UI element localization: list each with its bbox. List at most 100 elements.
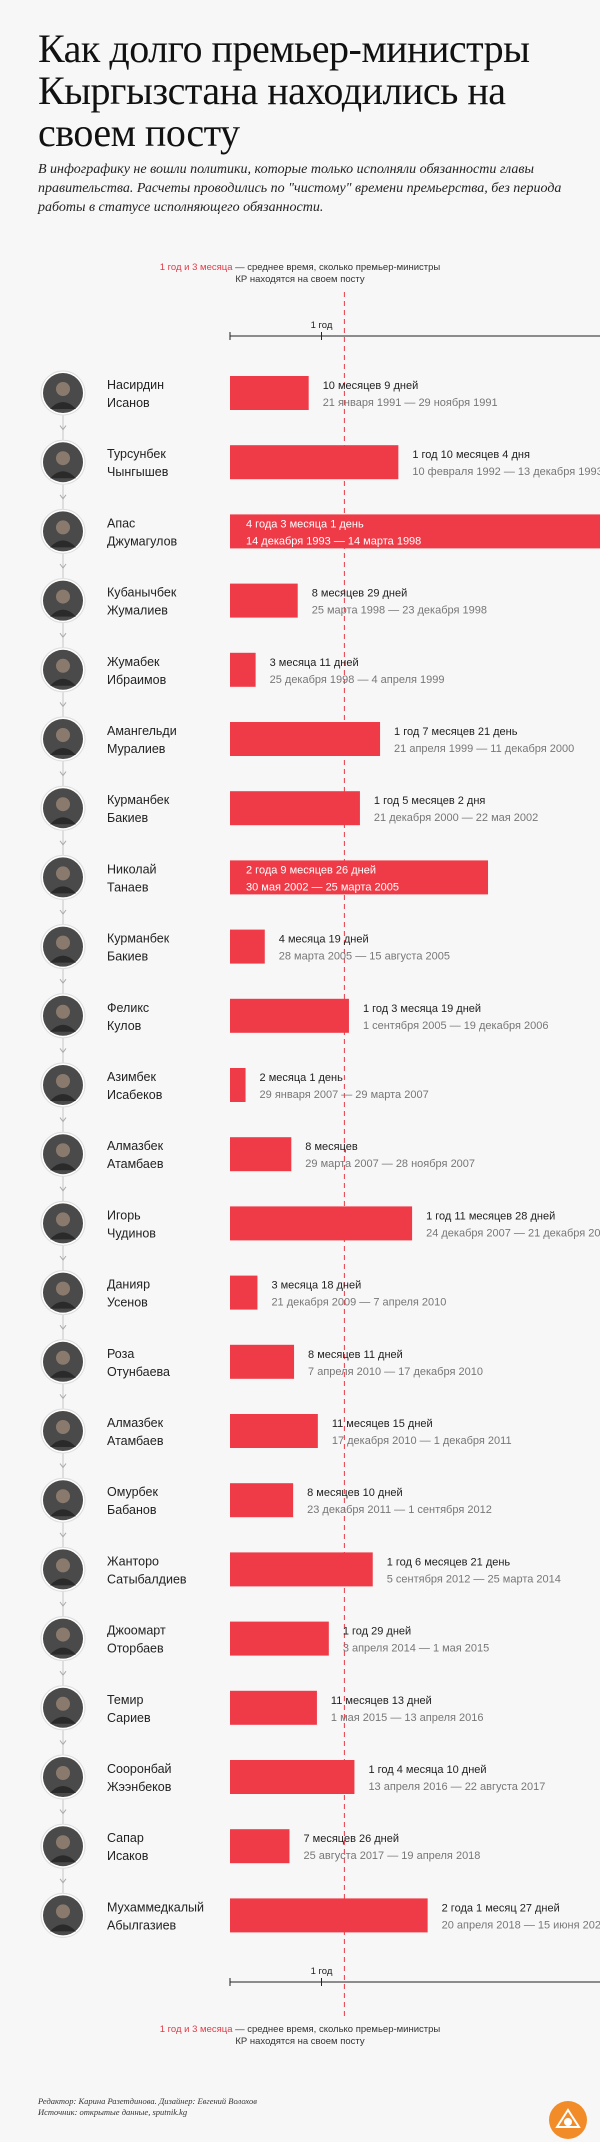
- pm-first-name: Апас: [107, 516, 135, 530]
- duration-bar: [230, 1829, 290, 1864]
- avatar-face-icon: [56, 1696, 70, 1711]
- pm-last-name: Чынгышев: [107, 465, 169, 479]
- pm-last-name: Оторбаев: [107, 1642, 164, 1656]
- arrow-down-icon: [59, 563, 67, 569]
- pm-first-name: Амангельди: [107, 724, 177, 738]
- dates-label: 21 декабря 2009 — 7 апреля 2010: [271, 1297, 446, 1309]
- average-note-text: — среднее время, сколько премьер-министр…: [232, 262, 441, 273]
- average-note-bottom: 1 год и 3 месяца — среднее время, скольк…: [0, 2024, 600, 2048]
- duration-label: 7 месяцев 26 дней: [303, 1833, 399, 1845]
- avatar-face-icon: [56, 1489, 70, 1504]
- pm-last-name: Бакиев: [107, 950, 149, 964]
- pm-last-name: Атамбаев: [107, 1157, 164, 1171]
- duration-bar: [230, 583, 298, 618]
- credits-editor: Редактор: Карина Разетдинова. Дизайнер: …: [38, 2096, 257, 2106]
- arrow-down-icon: [59, 1324, 67, 1331]
- duration-label: 8 месяцев 10 дней: [307, 1487, 403, 1499]
- duration-label: 1 год 4 месяца 10 дней: [368, 1764, 486, 1776]
- arrow-down-icon: [59, 1117, 67, 1123]
- avatar-body-icon: [50, 1786, 76, 1793]
- credits: Редактор: Карина Разетдинова. Дизайнер: …: [38, 2096, 257, 2118]
- duration-label: 3 месяца 18 дней: [271, 1280, 361, 1292]
- avatar-face-icon: [56, 797, 70, 812]
- tick-label-top: 1 год: [311, 320, 333, 331]
- pm-first-name: Жумабек: [107, 655, 160, 669]
- avatar-face-icon: [56, 728, 70, 742]
- duration-label: 1 год 11 месяцев 28 дней: [426, 1210, 555, 1222]
- avatar-body-icon: [50, 678, 76, 686]
- avatar-face-icon: [56, 1074, 70, 1088]
- avatar-face-icon: [56, 866, 70, 881]
- duration-bar: [230, 929, 265, 964]
- pm-first-name: Роза: [107, 1347, 134, 1361]
- dates-label: 24 декабря 2007 — 21 декабря 2009: [426, 1227, 600, 1239]
- pm-last-name: Танаев: [107, 880, 149, 894]
- arrow-down-icon: [59, 702, 67, 708]
- arrow-down-icon: [59, 632, 67, 639]
- duration-bar: [230, 1898, 428, 1933]
- avatar-body-icon: [50, 1024, 76, 1032]
- pm-last-name: Сатыбалдиев: [107, 1572, 187, 1586]
- dates-label: 29 марта 2007 — 28 ноября 2007: [305, 1158, 475, 1170]
- arrow-down-icon: [59, 1878, 67, 1884]
- avatar-face-icon: [56, 1004, 70, 1019]
- arrow-down-icon: [59, 425, 67, 431]
- tick-label-bottom: 1 год: [311, 1966, 333, 1977]
- avatar-face-icon: [56, 1904, 70, 1919]
- duration-bar: [230, 998, 349, 1033]
- dates-label: 13 апреля 2016 — 22 августа 2017: [368, 1781, 545, 1793]
- duration-label: 1 год 7 месяцев 21 день: [394, 726, 518, 738]
- dates-label: 5 сентября 2012 — 25 марта 2014: [387, 1573, 561, 1585]
- avatar-face-icon: [56, 1212, 70, 1227]
- pm-first-name: Данияр: [107, 1278, 150, 1292]
- avatar-body-icon: [50, 955, 76, 963]
- avatar-face-icon: [56, 520, 70, 535]
- dates-label: 17 декабря 2010 — 1 декабря 2011: [332, 1435, 512, 1447]
- duration-bar: [230, 1275, 258, 1310]
- page-subtitle: В инфографику не вошли политики, которые…: [38, 162, 562, 215]
- avatar-body-icon: [50, 1855, 76, 1863]
- duration-label: 10 месяцев 9 дней: [323, 380, 419, 392]
- avatar-face-icon: [56, 382, 70, 396]
- duration-bar: [230, 1760, 355, 1794]
- pm-first-name: Алмазбек: [107, 1139, 164, 1153]
- duration-label: 3 месяца 11 дней: [270, 657, 359, 669]
- pm-first-name: Курманбек: [107, 932, 170, 946]
- pm-first-name: Мухаммедкалый: [107, 1900, 204, 1914]
- bars-layer: Насирдин Исанов 10 месяцев 9 дней 21 января…: [107, 376, 600, 1933]
- pm-last-name: Жумалиев: [107, 604, 168, 618]
- pm-last-name: Исабеков: [107, 1088, 163, 1102]
- avatar-body-icon: [50, 540, 76, 548]
- average-note-accent: 1 год и 3 месяца: [159, 262, 233, 273]
- arrow-down-icon: [59, 1048, 67, 1054]
- arrow-down-icon: [59, 1601, 67, 1607]
- avatar-face-icon: [56, 589, 70, 604]
- pm-last-name: Чудинов: [107, 1226, 156, 1240]
- avatar-body-icon: [50, 1647, 76, 1655]
- pm-last-name: Исаков: [107, 1849, 149, 1863]
- avatar-body-icon: [50, 609, 76, 617]
- avatar-body-icon: [50, 1924, 76, 1932]
- dates-label: 21 декабря 2000 — 22 мая 2002: [374, 812, 538, 824]
- average-note-accent-bottom: 1 год и 3 месяца: [159, 2024, 233, 2035]
- duration-label: 2 года 1 месяц 27 дней: [442, 1902, 560, 1914]
- pm-last-name: Джумагулов: [107, 534, 178, 548]
- avatar-face-icon: [56, 1420, 70, 1434]
- duration-label: 11 месяцев 15 дней: [332, 1418, 433, 1430]
- avatar-face-icon: [56, 1766, 70, 1780]
- pm-last-name: Бакиев: [107, 811, 149, 825]
- pm-last-name: Сариев: [107, 1711, 151, 1725]
- pm-first-name: Жанторо: [107, 1554, 159, 1568]
- avatar-body-icon: [50, 886, 76, 894]
- pm-first-name: Николай: [107, 862, 157, 876]
- dates-label: 25 декабря 1998 — 4 апреля 1999: [270, 674, 445, 686]
- arrow-down-icon: [59, 1463, 67, 1469]
- pm-first-name: Турсунбек: [107, 447, 166, 461]
- pm-last-name: Кулов: [107, 1019, 142, 1033]
- pm-first-name: Алмазбек: [107, 1416, 164, 1430]
- duration-label: 2 месяца 1 день: [260, 1072, 344, 1084]
- arrow-down-icon: [59, 1532, 67, 1538]
- avatar-body-icon: [50, 1440, 76, 1447]
- avatar-body-icon: [50, 1578, 76, 1586]
- arrow-down-icon: [59, 1809, 67, 1815]
